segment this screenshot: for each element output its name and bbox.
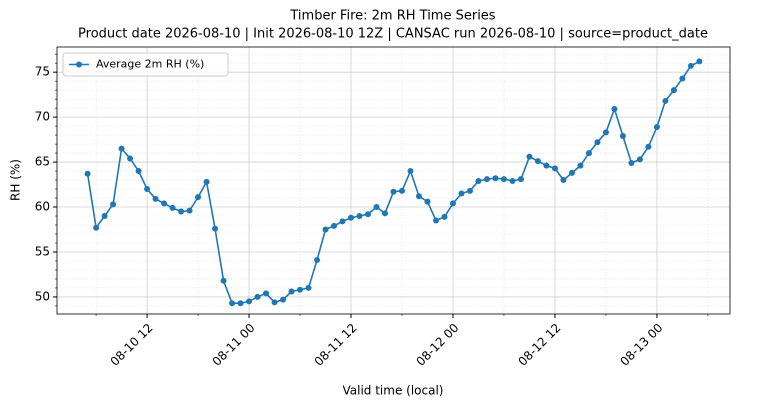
x-tick-label: 08-11 12 [312,321,360,369]
data-point [611,106,618,113]
data-point [645,143,652,150]
data-point [178,208,185,215]
data-point [169,204,176,211]
x-tick-label: 08-13 00 [617,321,665,369]
data-point [577,162,584,169]
data-point [280,296,287,303]
data-point [398,187,405,194]
data-point [449,200,456,207]
data-point [483,176,490,183]
chart-subtitle: Product date 2026-08-10 | Init 2026-08-1… [78,27,708,42]
data-point [509,177,516,184]
data-point [373,204,380,211]
y-tick-label: 55 [35,244,50,258]
data-point [254,293,261,300]
data-point [432,217,439,224]
data-point [212,225,219,232]
data-point [543,162,550,169]
data-point [186,207,193,214]
y-tick-label: 70 [35,110,50,124]
data-point [101,213,108,220]
data-point [628,159,635,166]
legend-box [62,52,229,77]
data-point [93,224,100,231]
legend-marker [76,61,82,68]
data-point [263,290,270,297]
data-point [365,211,372,218]
data-point [551,165,558,172]
data-point [297,286,304,293]
data-point [415,193,422,200]
data-point [687,62,694,69]
data-point [526,153,533,160]
data-point [161,200,168,207]
x-tick-label: 08-11 00 [210,321,258,369]
data-point [458,190,465,197]
data-point [305,284,312,291]
data-point [322,226,329,233]
series-line [86,60,700,305]
data-point [594,139,601,146]
data-point [585,150,592,157]
data-point [246,298,253,305]
x-tick-label: 08-10 12 [108,321,156,369]
data-point [407,168,414,175]
data-point [339,218,346,225]
data-point [696,58,703,65]
data-point [271,299,278,306]
data-point [475,177,482,184]
data-point [670,87,677,94]
data-point [144,186,151,193]
data-point [441,213,448,220]
data-point [220,277,227,284]
data-point [382,210,389,217]
data-point [568,169,575,176]
data-point [118,145,125,152]
data-point [331,222,338,229]
data-point [84,170,91,177]
data-point [662,97,669,104]
data-point [237,300,244,307]
data-point [356,213,363,220]
data-point [466,187,473,194]
data-point [602,129,609,136]
data-point [390,188,397,195]
y-tick-label: 75 [35,65,50,79]
data-point [653,124,660,131]
data-point [348,214,355,221]
data-point [619,133,626,139]
x-tick-label: 08-12 00 [414,321,462,369]
data-point [636,156,643,163]
y-axis-label: RH (%) [9,159,23,201]
y-tick-label: 65 [35,155,50,169]
y-tick-label: 60 [35,200,50,214]
data-point [424,198,431,205]
data-point [229,300,236,307]
data-point [314,257,321,264]
data-point [135,168,142,175]
data-point [492,175,499,182]
data-point [679,75,686,82]
y-tick-label: 50 [35,289,50,303]
chart-title: Timber Fire: 2m RH Time Series [289,9,495,24]
data-point [517,176,524,183]
data-point [152,195,159,202]
data-point [560,177,567,184]
plot-frame [56,46,731,315]
data-point [195,194,202,201]
legend-label: Average 2m RH (%) [96,58,204,71]
x-tick-label: 08-12 12 [515,321,563,369]
data-point [127,155,134,162]
data-point [288,288,295,295]
data-point [203,178,210,185]
data-point [534,158,541,165]
data-point [500,176,507,183]
data-point [110,201,117,208]
x-axis-label: Valid time (local) [343,384,444,398]
